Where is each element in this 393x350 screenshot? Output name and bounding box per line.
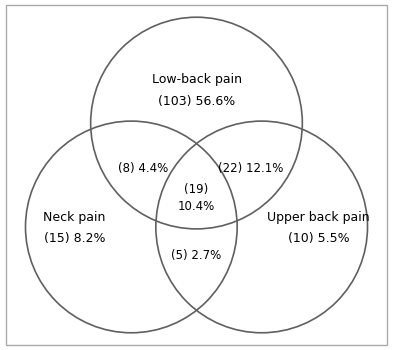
Text: (8) 4.4%: (8) 4.4% [118, 162, 168, 175]
Text: (22) 12.1%: (22) 12.1% [218, 162, 284, 175]
Text: (15) 8.2%: (15) 8.2% [44, 232, 105, 245]
Text: Neck pain: Neck pain [43, 211, 106, 224]
Text: (19): (19) [184, 183, 209, 196]
Text: (5) 2.7%: (5) 2.7% [171, 249, 222, 262]
Text: (103) 56.6%: (103) 56.6% [158, 95, 235, 108]
Text: 10.4%: 10.4% [178, 200, 215, 213]
Text: Low-back pain: Low-back pain [151, 74, 242, 86]
Text: Upper back pain: Upper back pain [267, 211, 370, 224]
Text: (10) 5.5%: (10) 5.5% [288, 232, 349, 245]
